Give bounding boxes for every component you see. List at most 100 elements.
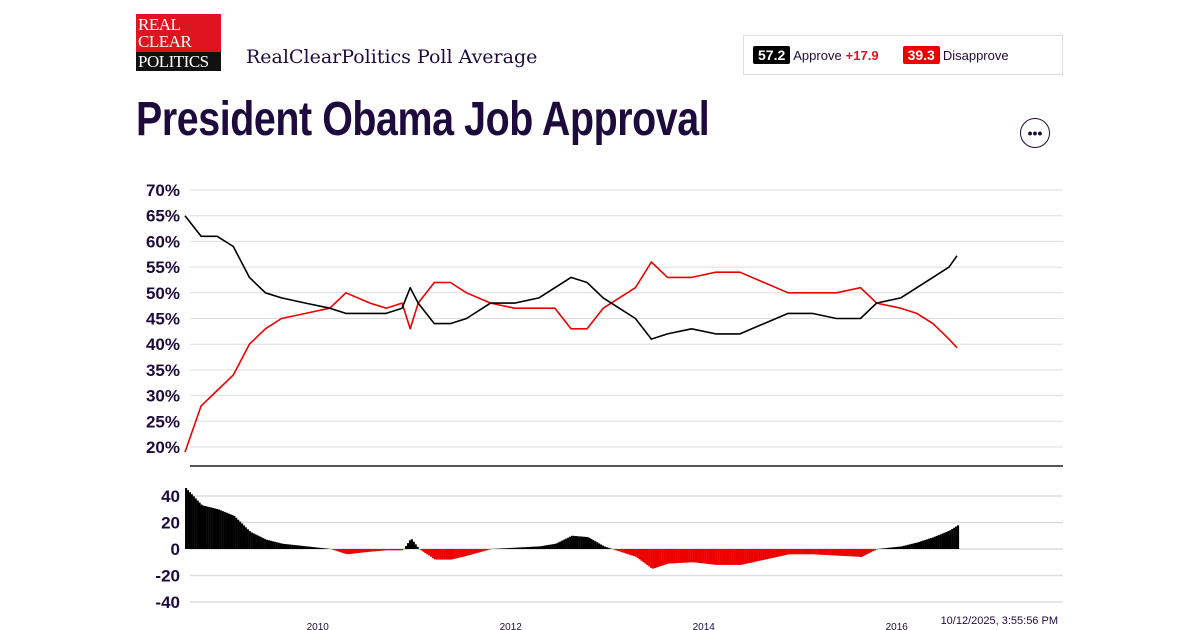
spread-bar [715,549,718,565]
spread-bar [897,546,900,549]
spread-bar [293,544,296,549]
spread-value: +17.9 [845,47,879,63]
spread-bar [829,549,832,556]
spread-bar [727,549,730,565]
spread-bar [899,546,902,549]
spread-bar [320,547,323,549]
spread-bar [914,542,917,549]
spread-bar [511,547,514,549]
spread-bar [567,537,570,549]
spread-bar [455,549,458,559]
spread-bar [437,549,440,560]
spread-bar [416,546,419,549]
spread-bar [370,549,373,552]
spread-bar [210,507,213,549]
spread-bar [432,549,435,559]
spread-bar [296,545,300,549]
spread-bar [845,549,848,557]
spread-bar [930,538,933,549]
disapprove-label: Disapprove [942,47,1009,63]
spread-bar [630,549,633,556]
spread-bar [406,543,410,549]
spread-bar [764,549,767,560]
spread-bar [582,536,585,549]
spread-bar [650,549,653,568]
spread-bar [262,538,265,549]
spread-bar [221,511,224,549]
spread-bar [464,549,467,557]
spread-bar [791,549,794,555]
spread-bar [692,549,695,563]
y-tick-label: 25% [146,412,180,431]
spread-bar [596,542,599,549]
poll-summary-box: 57.2 Approve +17.9 39.3 Disapprove [743,35,1063,75]
spread-bar [356,549,359,554]
spread-bar [748,549,751,563]
spread-bar [308,546,311,549]
spread-bar [536,546,539,549]
spread-bar [889,547,892,549]
rcp-logo[interactable]: REAL CLEAR POLITICS [136,14,221,71]
spread-bar [213,508,217,549]
spread-bar [426,549,429,555]
spread-bar [735,549,738,565]
spread-bar [196,500,199,549]
spread-bar [378,549,381,551]
spread-bar [428,549,431,556]
spread-bar [814,549,817,555]
spread-bar [273,541,276,549]
spread-bar [449,549,452,560]
spread-bar [731,549,734,565]
spread-bar [310,546,313,549]
spread-bar [185,488,188,549]
spread-y-tick-label: 40 [161,487,180,506]
spread-bar [482,549,485,552]
spread-bar [420,549,423,551]
spread-bar [827,549,830,556]
spread-bar [883,548,886,549]
spread-bar [663,549,666,565]
spread-bar [422,549,425,552]
spread-bar [625,549,628,554]
spread-bar [254,534,257,549]
spread-bar [542,545,545,549]
spread-bar [337,549,340,552]
spread-bar [190,494,193,549]
spread-bar [433,549,437,560]
spread-bar [694,549,697,563]
spread-bar [312,547,315,549]
spread-bar [462,549,466,557]
spread-bar [634,549,637,557]
spread-bar [895,546,898,549]
spread-bar [746,549,749,564]
spread-bar [366,549,369,553]
spread-bar [584,536,587,549]
spread-bar [773,549,776,558]
spread-bar [906,544,909,549]
spread-bar [212,507,215,549]
spread-bar [910,543,913,549]
spread-bar [239,521,242,549]
spread-bar [947,531,950,549]
spread-bar [397,549,400,551]
spread-bar [700,549,703,564]
spread-bar [206,506,209,549]
spread-bar [244,527,247,549]
spread-bar [443,549,446,560]
spread-bar [920,541,923,549]
spread-bar [515,547,518,549]
spread-bar [544,545,547,549]
spread-bar [408,540,412,549]
spread-bar [391,549,394,551]
spread-bar [941,533,944,549]
spread-bar [659,549,662,567]
spread-bar [345,549,348,555]
ellipsis-icon: ••• [1027,125,1043,141]
approve-label: Approve [793,47,842,63]
spread-bar [256,535,259,549]
spread-bar [802,549,805,555]
spread-bar [532,546,535,549]
spread-bar [285,544,288,549]
spread-bar [287,544,290,549]
more-options-button[interactable]: ••• [1020,118,1050,148]
